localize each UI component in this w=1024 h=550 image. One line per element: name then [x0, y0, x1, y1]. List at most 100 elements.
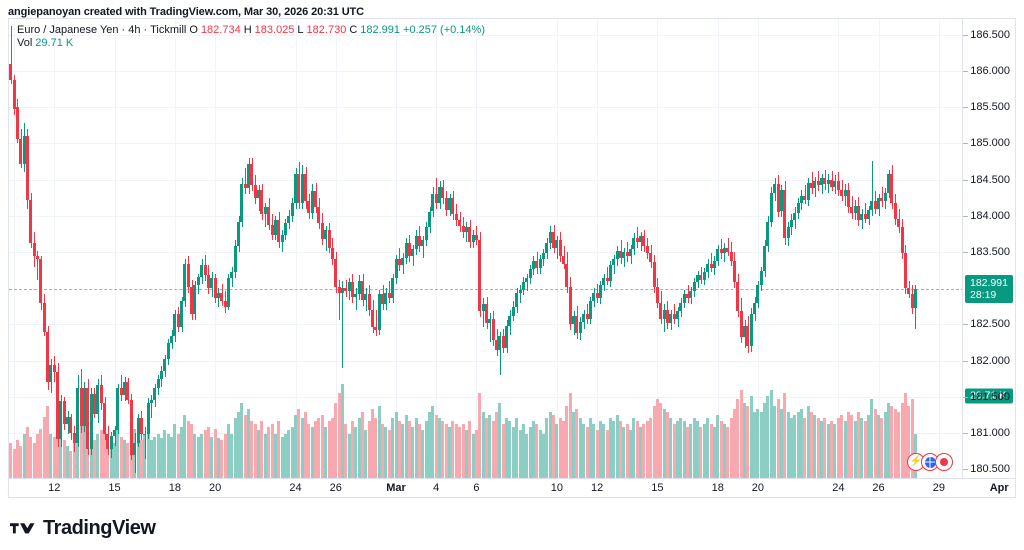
volume-bar	[113, 442, 117, 480]
candle-body	[119, 388, 123, 396]
candle-body	[816, 181, 820, 186]
volume-bar	[562, 421, 566, 480]
candle-body	[66, 417, 70, 425]
volume-bar	[15, 439, 19, 480]
candle-body	[79, 388, 83, 426]
candle-body	[247, 163, 251, 189]
candle-body	[850, 207, 854, 213]
candle-body	[531, 260, 535, 270]
tradingview-logo-icon	[10, 522, 35, 533]
gridline-vertical	[54, 19, 55, 480]
candle-wick	[339, 279, 340, 321]
candle-wick	[245, 168, 246, 195]
candle-body	[444, 198, 448, 211]
candle-body	[612, 259, 616, 266]
candle-body	[823, 178, 827, 184]
price-tick-mark	[963, 180, 968, 181]
price-plot-area[interactable]	[9, 19, 964, 480]
volume-bar	[79, 421, 83, 480]
volume-bar	[605, 430, 609, 480]
gridline-vertical	[939, 19, 940, 480]
volume-bar	[612, 421, 616, 480]
volume-bar	[726, 427, 730, 480]
legend-volume-label: Vol	[17, 37, 33, 49]
candle-body	[421, 240, 425, 247]
candle-body	[773, 184, 777, 193]
candle-body	[702, 272, 706, 280]
legend-low-label: L	[297, 24, 304, 36]
alert-bolt-button[interactable]: ⚡	[907, 453, 925, 471]
candle-body	[176, 314, 180, 328]
candle-body	[665, 309, 669, 323]
price-tick-label: 184.500	[970, 173, 1010, 186]
volume-bar	[260, 421, 264, 480]
legend-interval[interactable]: 4h	[128, 24, 141, 36]
price-tick-mark	[963, 143, 968, 144]
volume-bar	[213, 428, 217, 480]
candle-body	[632, 237, 636, 250]
candle-body	[417, 236, 421, 247]
volume-bar	[806, 405, 810, 480]
time-scale[interactable]: 12 15 18 20 24 26 Mar 4 6 10 12 15 18 20 24 26 29 Apr	[9, 478, 1015, 497]
candle-body	[873, 201, 877, 209]
price-tick-label: 183.500	[970, 246, 1010, 259]
chart-frame: Euro / Japanese Yen · 4h · Tickmill O 182.734 H…	[8, 18, 1016, 498]
candle-body	[146, 402, 150, 435]
volume-bar	[250, 421, 254, 480]
price-tick-mark	[963, 433, 968, 434]
candle-body	[619, 250, 623, 258]
candle-body	[803, 195, 807, 200]
legend-volume-value: 29.71 K	[35, 37, 74, 49]
candle-body	[719, 249, 723, 254]
candle-body	[354, 294, 358, 297]
candle-body	[391, 278, 395, 299]
volume-bar	[153, 436, 157, 480]
candle-body	[9, 63, 13, 80]
candle-body	[645, 246, 649, 254]
price-scale[interactable]: 182.991 28:19 29.71 K 186.500 186.000 185.…	[962, 19, 1015, 480]
volume-bar	[732, 408, 736, 480]
legend-change-value: +0.257 (+0.14%)	[403, 24, 485, 36]
candle-body	[887, 173, 891, 193]
candle-body	[92, 393, 96, 415]
candle-body	[592, 292, 596, 302]
volume-bar	[421, 430, 425, 480]
candle-wick	[818, 170, 819, 192]
volume-bar	[307, 424, 311, 480]
candle-body	[96, 385, 100, 415]
candle-body	[699, 275, 703, 280]
volume-bar	[173, 424, 177, 480]
candle-wick	[490, 312, 491, 342]
volume-bar	[193, 433, 197, 480]
volume-bar	[548, 411, 552, 480]
volume-bar	[545, 418, 549, 480]
candle-body	[220, 292, 224, 302]
volume-bar	[371, 408, 375, 480]
candle-body	[541, 253, 545, 260]
volume-bar	[501, 424, 505, 480]
candle-body	[669, 314, 673, 323]
gridline-vertical	[758, 19, 759, 480]
volume-bar	[407, 421, 411, 480]
volume-bar	[903, 393, 907, 480]
volume-bar	[709, 424, 713, 480]
candle-body	[545, 243, 549, 254]
candle-body	[501, 335, 505, 348]
candle-body	[910, 294, 914, 309]
candle-body	[655, 286, 659, 303]
candle-body	[528, 269, 532, 279]
price-tick-label: 181.500	[970, 390, 1010, 403]
volume-bar	[625, 424, 629, 480]
price-tick-label: 181.000	[970, 426, 1010, 439]
price-tick-label: 182.500	[970, 318, 1010, 331]
legend-symbol[interactable]: Euro / Japanese Yen	[17, 24, 119, 36]
volume-bar	[103, 408, 106, 480]
candle-body	[25, 136, 29, 200]
candle-body	[76, 388, 80, 444]
legend-main-row: Euro / Japanese Yen · 4h · Tickmill O 182.734 H…	[17, 24, 488, 37]
record-button[interactable]	[935, 453, 953, 471]
gridline-vertical	[597, 19, 598, 480]
gridline-vertical	[396, 19, 397, 480]
volume-bar	[170, 436, 174, 480]
candle-body	[49, 364, 53, 383]
